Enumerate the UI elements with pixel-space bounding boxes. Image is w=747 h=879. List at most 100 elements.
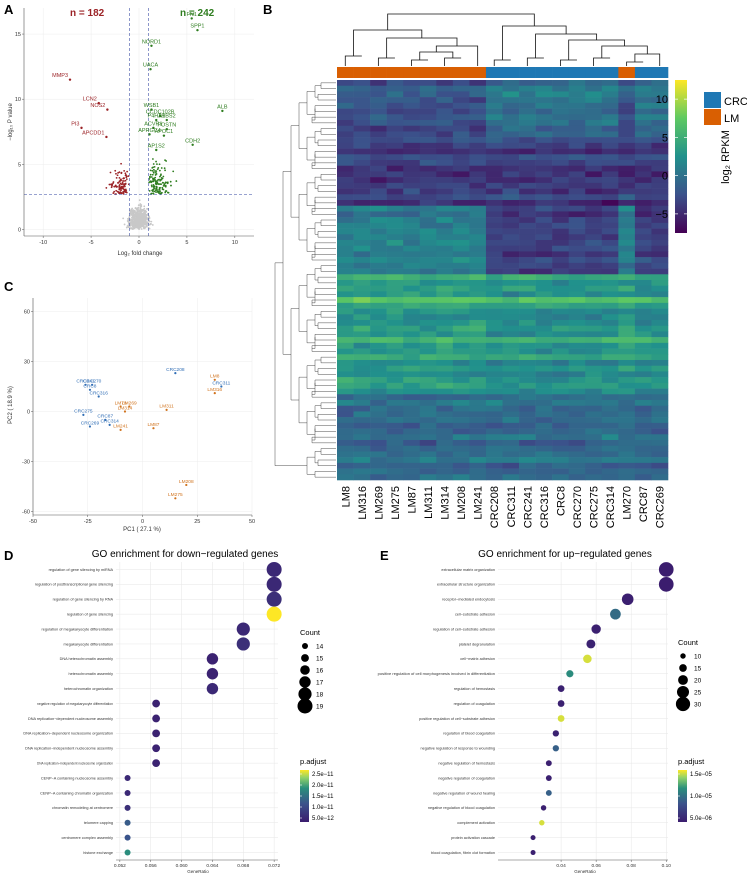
- heatmap-column-label: CRC208: [489, 486, 501, 528]
- heatmap-cell: [337, 422, 354, 429]
- heatmap-cell: [502, 131, 520, 138]
- heatmap-cell: [337, 462, 354, 469]
- heatmap-cell: [651, 291, 669, 298]
- heatmap-cell: [519, 211, 536, 218]
- heatmap-cell: [601, 417, 619, 424]
- heatmap-cell: [386, 360, 404, 367]
- heatmap-cell: [651, 445, 669, 452]
- dotplot-term-label: negative regulation of coagulation: [438, 776, 495, 780]
- heatmap-cell: [634, 188, 652, 195]
- heatmap-cell: [601, 434, 619, 441]
- heatmap-cell: [502, 268, 520, 275]
- heatmap-cell: [485, 80, 503, 87]
- heatmap-cell: [403, 182, 421, 189]
- dotplot-dot: [206, 653, 219, 665]
- heatmap-cell: [568, 194, 586, 201]
- heatmap-cell: [585, 348, 603, 355]
- heatmap-cell: [519, 262, 536, 269]
- pca-x-axis-label: PC1 ( 27.1 %): [123, 527, 161, 533]
- heatmap-column-label: LM275: [390, 486, 402, 520]
- volcano-labeled-point: [158, 114, 162, 118]
- heatmap-cell: [519, 382, 536, 389]
- heatmap-cell: [337, 377, 354, 384]
- volcano-x-tick-label: -10: [39, 240, 47, 246]
- heatmap-cell: [370, 102, 387, 109]
- heatmap-cell: [452, 137, 470, 144]
- dotplot-x-tick-label: 0.08: [627, 863, 637, 869]
- heatmap-cell: [469, 342, 487, 349]
- heatmap-cell: [502, 108, 520, 115]
- volcano-point-up: [148, 181, 151, 184]
- heatmap-cell: [601, 474, 619, 481]
- heatmap-cell: [601, 211, 619, 218]
- heatmap-cell: [370, 337, 387, 344]
- heatmap-cell: [634, 262, 652, 269]
- heatmap-cell: [370, 131, 387, 138]
- heatmap-cell: [601, 377, 619, 384]
- heatmap-cell: [502, 354, 520, 361]
- volcano-point-down: [115, 172, 117, 175]
- heatmap-cell: [353, 228, 371, 235]
- heatmap-cell: [403, 160, 421, 167]
- heatmap-cell: [552, 211, 569, 218]
- heatmap-cell: [403, 211, 421, 218]
- dotplot-size-legend-title: Count: [300, 628, 321, 637]
- heatmap-cell: [552, 462, 569, 469]
- heatmap-cell: [403, 148, 421, 155]
- volcano-point-down: [125, 175, 128, 178]
- heatmap-cell: [419, 228, 437, 235]
- volcano-point-ns: [145, 224, 148, 226]
- heatmap-cell: [601, 217, 619, 224]
- heatmap-cell: [403, 360, 421, 367]
- heatmap-cell: [485, 97, 503, 104]
- volcano-point-ns: [130, 216, 133, 219]
- heatmap-cell: [386, 280, 404, 287]
- pca-point-label: LM8: [210, 374, 220, 380]
- heatmap-cell: [436, 411, 454, 418]
- heatmap-cell: [585, 468, 603, 475]
- heatmap-cell: [419, 360, 437, 367]
- volcano-point-ns: [148, 220, 151, 223]
- heatmap-cell: [403, 314, 421, 321]
- heatmap-cell: [552, 137, 569, 144]
- heatmap-cell: [535, 371, 553, 378]
- heatmap-cell: [436, 182, 454, 189]
- heatmap-cell: [485, 137, 503, 144]
- dotplot-colorbar-label: 1.5e−11: [312, 794, 334, 800]
- heatmap-cell: [403, 308, 421, 315]
- heatmap-cell: [651, 160, 669, 167]
- heatmap-cell: [419, 222, 437, 229]
- heatmap-cell: [618, 245, 636, 252]
- heatmap-cell: [519, 285, 536, 292]
- heatmap-cell: [535, 154, 553, 161]
- volcano-point-up: [149, 169, 152, 172]
- heatmap-cell: [485, 314, 503, 321]
- heatmap-cell: [386, 154, 404, 161]
- heatmap-cell: [601, 228, 619, 235]
- heatmap-group-cell: [535, 67, 553, 78]
- volcano-point-ns: [138, 228, 140, 231]
- heatmap-cell: [370, 177, 387, 184]
- heatmap-column-label: CRC87: [638, 486, 650, 522]
- dotplot-dot: [530, 850, 536, 856]
- heatmap-cell: [436, 171, 454, 178]
- heatmap-cell: [403, 354, 421, 361]
- heatmap-cell: [436, 360, 454, 367]
- heatmap-cell: [419, 405, 437, 412]
- heatmap-cell: [452, 365, 470, 372]
- heatmap-cell: [601, 262, 619, 269]
- heatmap-cell: [469, 125, 487, 132]
- heatmap-cell: [485, 308, 503, 315]
- heatmap-cell: [618, 440, 636, 447]
- heatmap-cell: [634, 234, 652, 241]
- heatmap-cell: [485, 171, 503, 178]
- heatmap-cell: [452, 337, 470, 344]
- heatmap-cell: [485, 422, 503, 429]
- heatmap-cell: [535, 274, 553, 281]
- heatmap-cell: [601, 91, 619, 98]
- heatmap-cell: [519, 222, 536, 229]
- heatmap-cell: [337, 188, 354, 195]
- heatmap-cell: [353, 114, 371, 121]
- heatmap-cell: [403, 462, 421, 469]
